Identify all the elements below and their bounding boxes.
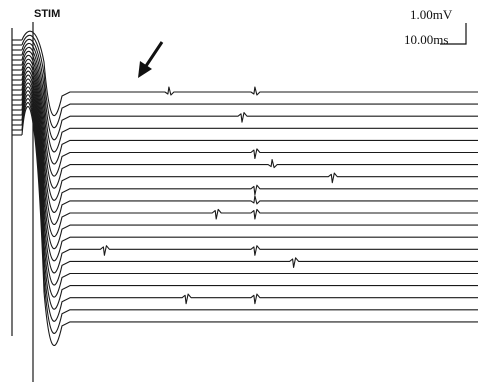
trace-13 [21,78,478,262]
scale-voltage-label: 1.00mV [410,7,453,22]
trace-group [12,30,478,346]
trace-9 [21,62,478,213]
annotation-arrow-icon [138,41,164,78]
trace-11 [21,70,478,238]
trace-17 [21,94,478,310]
trace-1 [21,30,478,117]
stim-label: STIM [34,8,60,20]
trace-16 [21,90,478,298]
trace-6 [21,50,478,177]
trace-10 [21,66,478,225]
scale-bar-lines [440,23,467,45]
trace-7 [21,54,478,189]
trace-4 [21,42,478,153]
trace-3 [21,38,478,141]
scale-time-label: 10.00ms [404,32,448,47]
trace-20 [21,106,478,346]
trace-18 [21,98,478,322]
trace-12 [21,74,478,250]
scale-bar: 1.00mV 10.00ms [404,7,467,47]
trace-8 [21,58,478,201]
trace-15 [21,86,478,286]
trace-19 [21,102,478,334]
trace-2 [21,34,478,129]
trace-14 [21,82,478,274]
trace-5 [21,46,478,165]
